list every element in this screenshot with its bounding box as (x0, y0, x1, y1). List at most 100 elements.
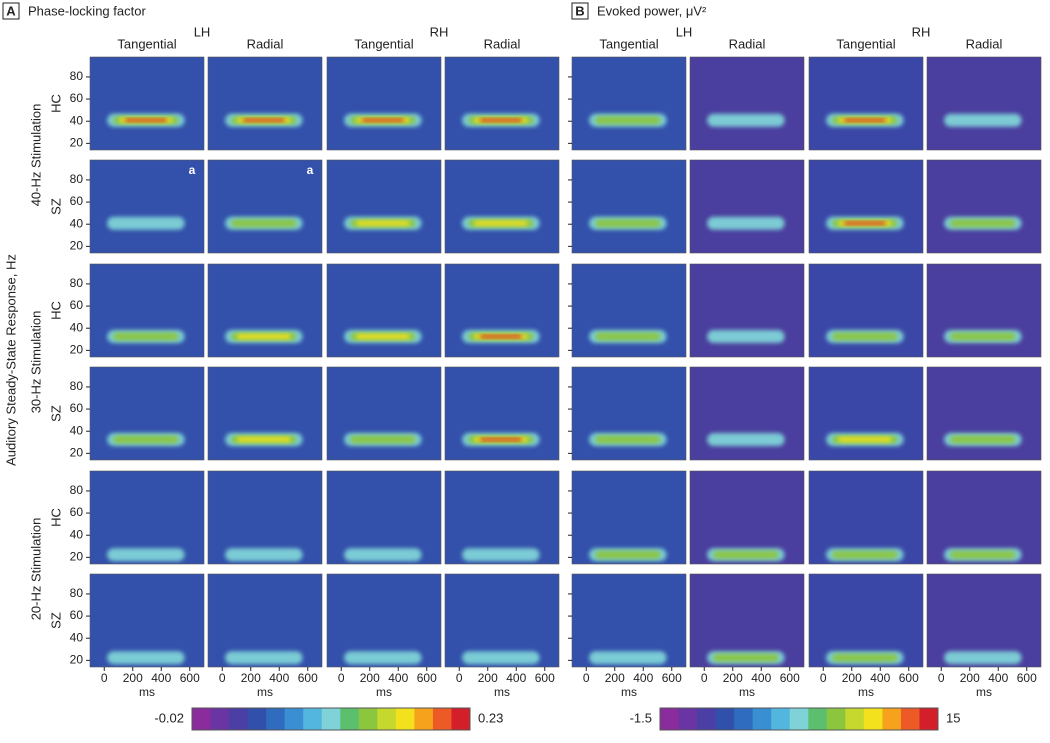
y-tick-label: 20 (70, 239, 84, 253)
heat-blob (362, 118, 404, 122)
heatmap (326, 470, 442, 565)
heatmap-background (809, 160, 923, 253)
heat-blob (950, 435, 1016, 444)
y-tick-label: 20 (70, 653, 84, 667)
x-tick-label: 0 (583, 671, 590, 685)
colorbar-segment (303, 708, 323, 730)
column-header: Radial (729, 36, 766, 51)
heatmap-frame (571, 366, 687, 461)
heatmap-background (809, 57, 923, 150)
heatmap (326, 366, 442, 461)
colorbar-segment (414, 708, 434, 730)
heatmap-background (90, 160, 204, 253)
colorbar-min-label: -1.5 (630, 710, 652, 725)
heatmap-frame (571, 56, 687, 151)
heat-blob (344, 651, 422, 665)
heatmap-frame (89, 263, 205, 358)
heatmap (926, 573, 1042, 668)
colorbar-segment (715, 708, 735, 730)
heatmap-background (927, 57, 1041, 150)
heat-blob (707, 433, 785, 447)
heatmap-frame (444, 366, 560, 461)
heat-blob (950, 550, 1016, 559)
x-tick-label: 0 (820, 671, 827, 685)
annotation: a (189, 163, 196, 177)
colorbar-segment (845, 708, 865, 730)
y-tick-label: 40 (70, 527, 84, 541)
heat-blob (113, 332, 179, 341)
x-tick-label: 0 (456, 671, 463, 685)
heatmap (571, 573, 687, 668)
heatmap-background (927, 367, 1041, 460)
colorbar-segment (771, 708, 791, 730)
heat-blob (595, 116, 661, 125)
heatmap-background (809, 367, 923, 460)
heatmap-background (445, 160, 559, 253)
heat-blob (713, 550, 779, 559)
x-tick-label: 600 (1017, 671, 1037, 685)
y-tick-label: 60 (70, 401, 84, 415)
heatmap-background (572, 264, 686, 357)
y-tick-label: 20 (70, 550, 84, 564)
heatmap-frame (571, 573, 687, 668)
stimulation-label: 40-Hz Stimulation (28, 104, 43, 207)
heatmap (444, 470, 560, 565)
heatmap-frame (207, 56, 323, 151)
heat-blob (237, 437, 291, 443)
x-tick-label: 200 (960, 671, 980, 685)
x-tick-label: 400 (988, 671, 1008, 685)
panel-label-box (2, 2, 20, 20)
x-tick-label: 400 (151, 671, 171, 685)
heatmap-background (927, 160, 1041, 253)
y-tick-label: 20 (70, 446, 84, 460)
heatmap-background (327, 57, 441, 150)
x-tick-label: 400 (751, 671, 771, 685)
heatmap-frame (926, 263, 1042, 358)
colorbar-segment (266, 708, 286, 730)
heatmap-background (90, 264, 204, 357)
heatmap (207, 470, 323, 565)
x-tick-label: 0 (938, 671, 945, 685)
column-header: Radial (966, 36, 1003, 51)
heatmap (207, 159, 323, 254)
x-tick-label: 0 (101, 671, 108, 685)
heatmap (926, 263, 1042, 358)
heatmap-background (690, 367, 804, 460)
heat-blob (595, 435, 661, 444)
heat-blob (595, 219, 661, 228)
heat-blob (832, 653, 898, 662)
heatmap-frame (571, 470, 687, 565)
x-tick-label: 400 (633, 671, 653, 685)
heatmap (444, 56, 560, 151)
y-tick-label: 80 (70, 172, 84, 186)
heatmap-frame (89, 366, 205, 461)
heatmap-frame (689, 159, 805, 254)
y-tick-label: 40 (70, 630, 84, 644)
panel-label: B (575, 3, 584, 18)
group-label: HC (48, 94, 63, 113)
heatmap-frame (444, 573, 560, 668)
heatmap-background (445, 57, 559, 150)
heat-blob (243, 118, 285, 122)
heat-blob (474, 220, 528, 226)
y-tick-label: 20 (70, 343, 84, 357)
colorbar-segment (377, 708, 397, 730)
colorbar-segment (358, 708, 378, 730)
colorbar-segment (321, 708, 341, 730)
x-tick-label: 400 (870, 671, 890, 685)
heat-blob (480, 118, 522, 122)
colorbar-frame (191, 707, 471, 731)
heatmap (207, 56, 323, 151)
heatmap-background (690, 57, 804, 150)
x-tick-label: 200 (842, 671, 862, 685)
heatmap (689, 366, 805, 461)
colorbar-segment (451, 708, 471, 730)
heatmap-frame (444, 263, 560, 358)
heatmap-frame (89, 159, 205, 254)
heatmap-background (690, 160, 804, 253)
heatmap-frame (926, 56, 1042, 151)
heatmap (926, 159, 1042, 254)
heatmap (926, 366, 1042, 461)
heatmap (207, 366, 323, 461)
x-tick-label: 200 (723, 671, 743, 685)
